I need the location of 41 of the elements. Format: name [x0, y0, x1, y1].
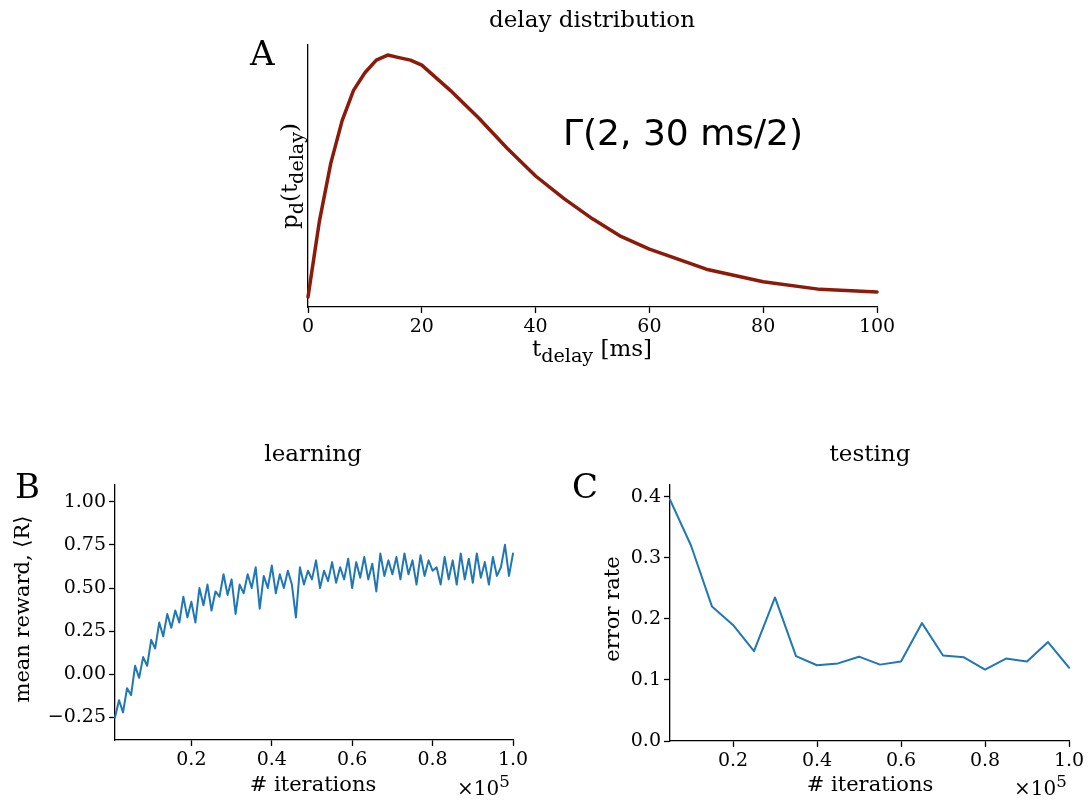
- x-tick-label: 0.6: [885, 748, 917, 771]
- y-tick-label: 0.75: [63, 531, 106, 554]
- x-tick-label: 80: [751, 314, 776, 337]
- text: ×10$^{5}$: [457, 772, 510, 800]
- y-axis-title: error rate: [600, 556, 624, 662]
- chart-title: learning: [264, 440, 362, 466]
- x-tick-label: 0: [301, 314, 315, 337]
- x-tick-label: 0.8: [417, 747, 448, 770]
- text: A: [250, 33, 275, 73]
- y-tick-label: 0.50: [63, 574, 106, 597]
- y-tick-label: 0.4: [630, 483, 661, 506]
- text: C: [572, 466, 599, 506]
- y-tick-label: 0.1: [630, 666, 661, 689]
- x-tick-label: 20: [409, 314, 434, 337]
- text: ×10$^{5}$: [1014, 772, 1067, 800]
- x-tick-label: 1.0: [497, 747, 529, 770]
- y-tick-label: 1.00: [63, 488, 106, 511]
- annotation: Γ(2, 30 ms/2): [563, 112, 804, 153]
- y-tick-label: −0.25: [47, 704, 106, 727]
- x-tick-label: 0.8: [969, 748, 1001, 771]
- x-tick-label: 0.2: [176, 747, 207, 770]
- x-tick-label: 0.4: [256, 747, 287, 770]
- x-tick-label: 0.2: [717, 748, 749, 771]
- x-tick-label: 0.4: [801, 748, 833, 771]
- x-tick-label: 0.6: [337, 747, 368, 770]
- x-axis-title: # iterations: [806, 772, 934, 796]
- y-axis-title: mean reward, ⟨R⟩: [10, 515, 34, 703]
- chart-title: testing: [829, 440, 911, 466]
- y-tick-label: 0.00: [63, 661, 106, 684]
- x-axis-title: # iterations: [249, 772, 377, 796]
- y-tick-label: 0.25: [63, 618, 106, 641]
- y-tick-label: 0.0: [630, 727, 661, 750]
- x-tick-label: 60: [637, 314, 662, 337]
- y-tick-label: 0.3: [630, 544, 661, 567]
- y-tick-label: 0.2: [630, 605, 661, 628]
- chart-title: delay distribution: [489, 6, 695, 32]
- text: B: [15, 466, 40, 506]
- x-axis-title: t$_{delay}$ [ms]: [531, 335, 653, 367]
- x-tick-label: 40: [523, 314, 548, 337]
- x-tick-label: 100: [858, 314, 896, 337]
- x-tick-label: 1.0: [1053, 748, 1085, 771]
